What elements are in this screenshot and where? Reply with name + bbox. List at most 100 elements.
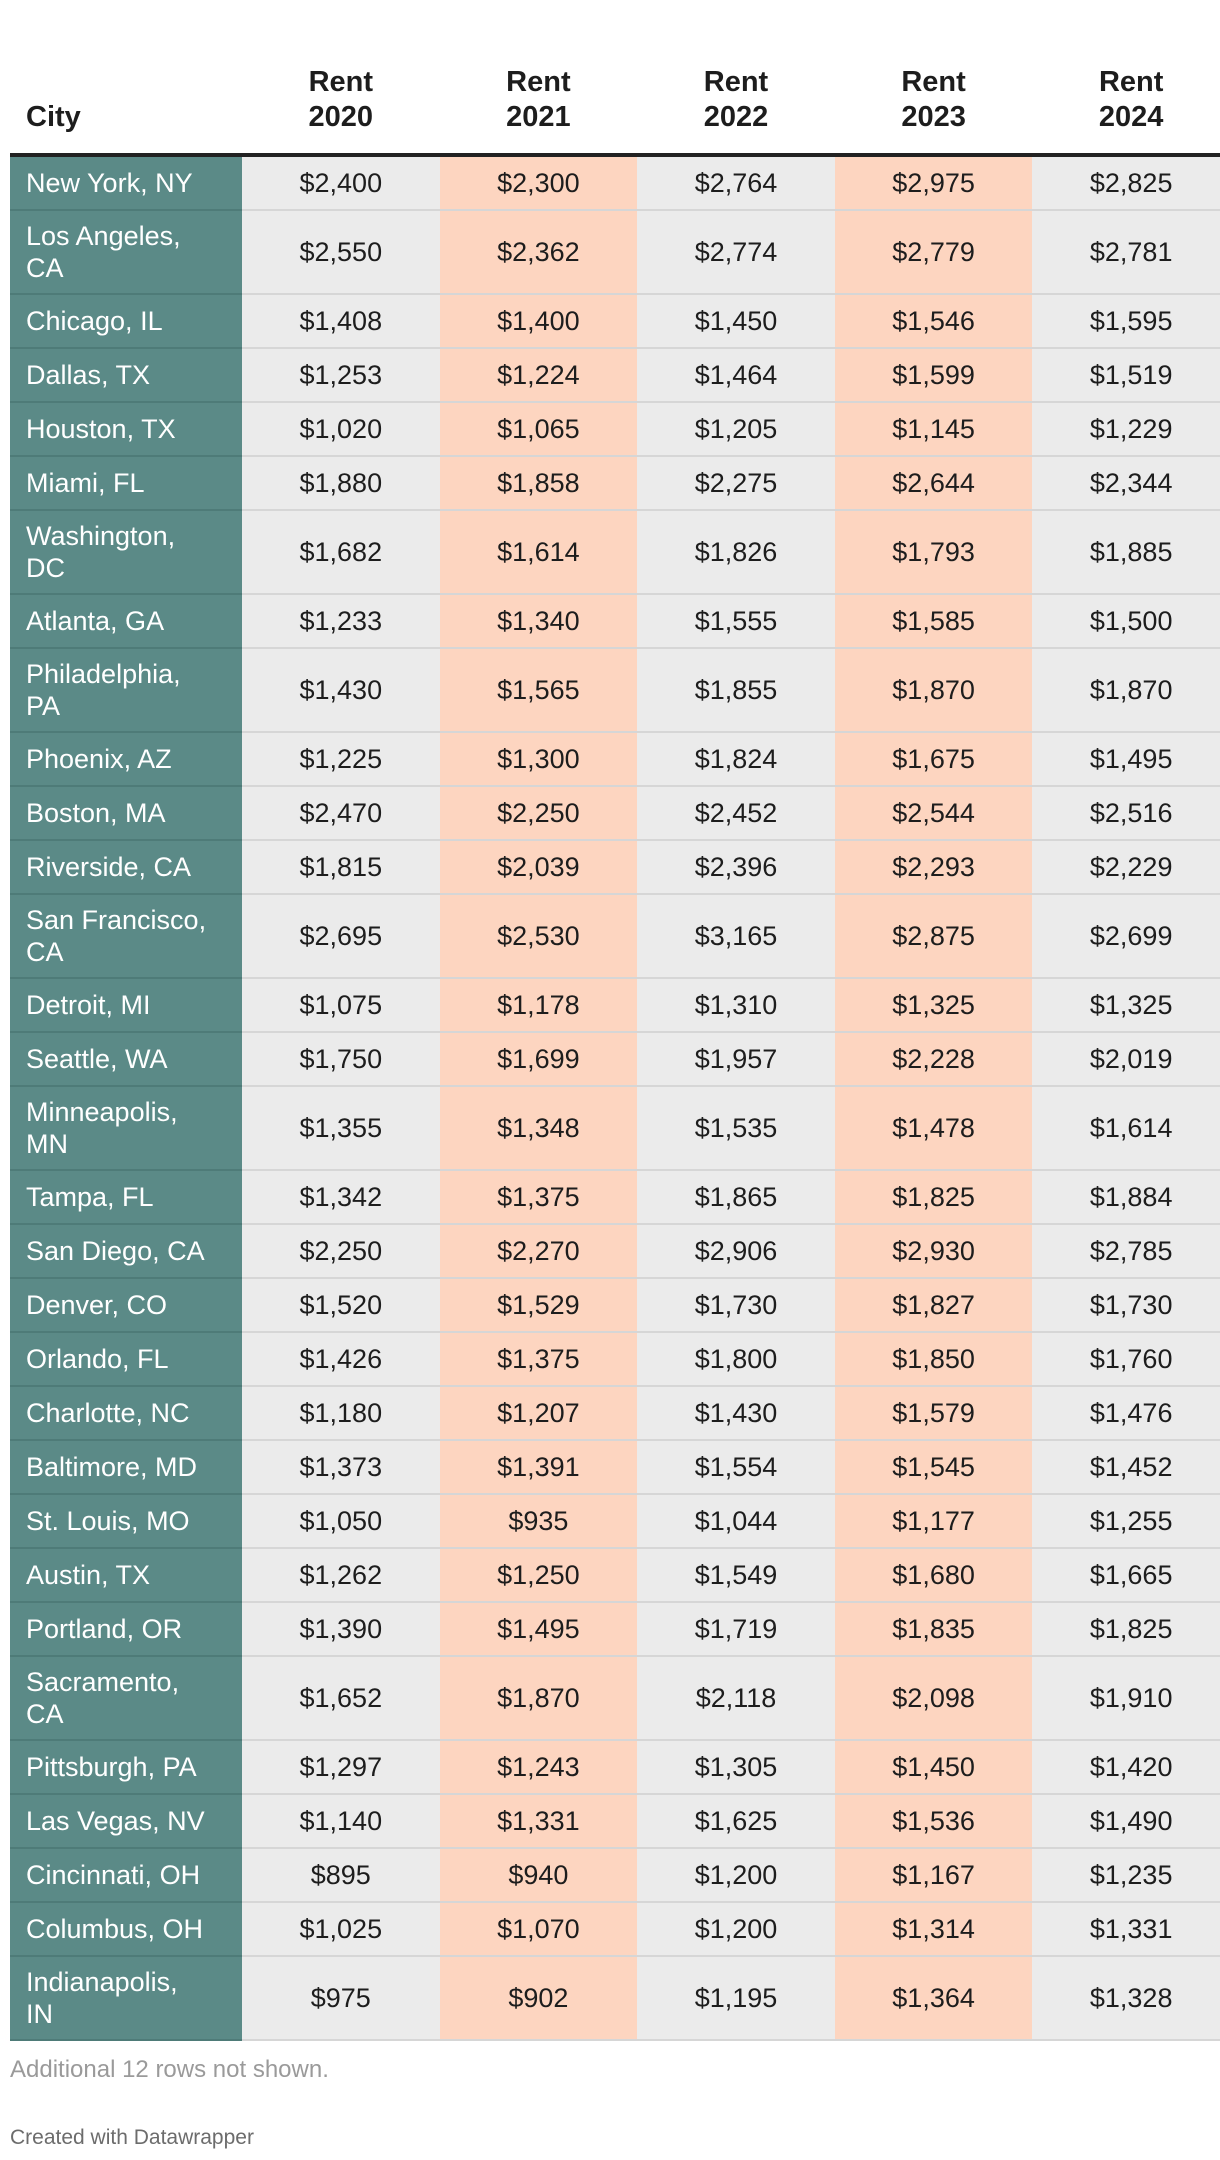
rent-value-cell: $2,544 — [834, 786, 1033, 841]
rent-value-cell: $2,470 — [242, 786, 440, 841]
rent-value-cell: $1,180 — [242, 1386, 440, 1441]
rent-table: City Rent 2020 Rent 2021 Rent 2022 Rent 2023 Rent… — [10, 0, 1220, 2041]
rent-value-cell: $1,426 — [242, 1332, 440, 1387]
table-row: Atlanta, GA $1,233 $1,340 $1,555 $1,585 $1,50… — [10, 594, 1220, 649]
rent-value-cell: $1,450 — [637, 294, 835, 349]
rent-value-cell: $1,200 — [637, 1902, 835, 1957]
rent-value-cell: $1,699 — [439, 1032, 638, 1087]
rent-value-cell: $1,476 — [1032, 1386, 1220, 1441]
rent-value-cell: $1,050 — [242, 1494, 440, 1549]
rent-value-cell: $2,699 — [1032, 894, 1220, 979]
rent-value-cell: $1,177 — [834, 1494, 1033, 1549]
rent-value-cell: $1,870 — [834, 648, 1033, 733]
rent-value-cell: $1,314 — [834, 1902, 1033, 1957]
rent-value-cell: $1,585 — [834, 594, 1033, 649]
rent-value-cell: $1,075 — [242, 978, 440, 1033]
rent-value-cell: $1,495 — [1032, 732, 1220, 787]
rent-value-cell: $1,815 — [242, 840, 440, 895]
rent-value-cell: $1,957 — [637, 1032, 835, 1087]
rent-value-cell: $1,195 — [637, 1956, 835, 2041]
rent-value-cell: $1,390 — [242, 1602, 440, 1657]
city-cell: Orlando, FL — [10, 1332, 242, 1387]
rent-value-cell: $2,396 — [637, 840, 835, 895]
rent-value-cell: $940 — [439, 1848, 638, 1903]
table-body: New York, NY $2,400 $2,300 $2,764 $2,975 $2,8… — [10, 155, 1220, 2041]
table-row: Miami, FL $1,880 $1,858 $2,275 $2,644 $2,344 — [10, 456, 1220, 511]
rent-value-cell: $1,070 — [439, 1902, 638, 1957]
city-cell: Indianapolis, IN — [10, 1956, 242, 2041]
rent-value-cell: $1,044 — [637, 1494, 835, 1549]
rent-value-cell: $2,250 — [242, 1224, 440, 1279]
rent-value-cell: $2,293 — [834, 840, 1033, 895]
rent-value-cell: $1,500 — [1032, 594, 1220, 649]
rent-value-cell: $1,430 — [242, 648, 440, 733]
city-cell: San Francisco, CA — [10, 894, 242, 979]
rent-value-cell: $1,825 — [834, 1170, 1033, 1225]
rent-value-cell: $1,850 — [834, 1332, 1033, 1387]
table-row: Sacramento, CA $1,652 $1,870 $2,118 $2,098 $1,… — [10, 1656, 1220, 1741]
rent-value-cell: $1,536 — [834, 1794, 1033, 1849]
rent-value-cell: $2,452 — [637, 786, 835, 841]
rent-value-cell: $1,297 — [242, 1740, 440, 1795]
rent-value-cell: $1,300 — [439, 732, 638, 787]
rent-value-cell: $1,793 — [834, 510, 1033, 595]
rent-value-cell: $1,167 — [834, 1848, 1033, 1903]
city-cell: Los Angeles, CA — [10, 210, 242, 295]
rent-value-cell: $902 — [439, 1956, 638, 2041]
rent-value-cell: $1,207 — [439, 1386, 638, 1441]
rent-value-cell: $1,826 — [637, 510, 835, 595]
rent-value-cell: $2,228 — [834, 1032, 1033, 1087]
column-header-year: Rent 2020 — [242, 0, 440, 157]
rent-value-cell: $1,520 — [242, 1278, 440, 1333]
rent-value-cell: $1,200 — [637, 1848, 835, 1903]
rent-value-cell: $1,250 — [439, 1548, 638, 1603]
rent-value-cell: $2,930 — [834, 1224, 1033, 1279]
rent-value-cell: $1,555 — [637, 594, 835, 649]
rent-value-cell: $1,178 — [439, 978, 638, 1033]
city-cell: Charlotte, NC — [10, 1386, 242, 1441]
rent-value-cell: $2,779 — [834, 210, 1033, 295]
rent-value-cell: $1,870 — [439, 1656, 638, 1741]
rent-value-cell: $2,516 — [1032, 786, 1220, 841]
rent-value-cell: $1,680 — [834, 1548, 1033, 1603]
header-row: City Rent 2020 Rent 2021 Rent 2022 Rent 2023 Rent… — [10, 0, 1220, 157]
city-cell: Las Vegas, NV — [10, 1794, 242, 1849]
city-cell: Washington, DC — [10, 510, 242, 595]
table-row: Phoenix, AZ $1,225 $1,300 $1,824 $1,675 $1,49… — [10, 732, 1220, 787]
rent-value-cell: $2,400 — [242, 155, 440, 211]
rent-value-cell: $1,490 — [1032, 1794, 1220, 1849]
rent-value-cell: $1,224 — [439, 348, 638, 403]
rent-value-cell: $1,225 — [242, 732, 440, 787]
table-row: Austin, TX $1,262 $1,250 $1,549 $1,680 $1,665 — [10, 1548, 1220, 1603]
city-cell: Columbus, OH — [10, 1902, 242, 1957]
rent-value-cell: $2,906 — [637, 1224, 835, 1279]
rent-value-cell: $2,975 — [834, 155, 1033, 211]
rent-value-cell: $1,858 — [439, 456, 638, 511]
rent-value-cell: $1,565 — [439, 648, 638, 733]
rent-value-cell: $1,243 — [439, 1740, 638, 1795]
table-row: San Francisco, CA $2,695 $2,530 $3,165 $2,875… — [10, 894, 1220, 979]
rent-value-cell: $2,362 — [439, 210, 638, 295]
rent-value-cell: $1,545 — [834, 1440, 1033, 1495]
rent-value-cell: $1,373 — [242, 1440, 440, 1495]
column-header-year: Rent 2021 — [439, 0, 638, 157]
rent-value-cell: $1,675 — [834, 732, 1033, 787]
table-row: Minneapolis, MN $1,355 $1,348 $1,535 $1,478 $1… — [10, 1086, 1220, 1171]
rent-value-cell: $1,348 — [439, 1086, 638, 1171]
rent-value-cell: $935 — [439, 1494, 638, 1549]
city-cell: Pittsburgh, PA — [10, 1740, 242, 1795]
rent-value-cell: $1,730 — [637, 1278, 835, 1333]
rent-value-cell: $1,614 — [1032, 1086, 1220, 1171]
rent-value-cell: $1,205 — [637, 402, 835, 457]
city-cell: Detroit, MI — [10, 978, 242, 1033]
city-cell: Portland, OR — [10, 1602, 242, 1657]
rent-value-cell: $1,529 — [439, 1278, 638, 1333]
rent-value-cell: $2,781 — [1032, 210, 1220, 295]
rent-value-cell: $895 — [242, 1848, 440, 1903]
rent-value-cell: $1,885 — [1032, 510, 1220, 595]
table-row: St. Louis, MO $1,050 $935 $1,044 $1,177 $1,25… — [10, 1494, 1220, 1549]
city-cell: Dallas, TX — [10, 348, 242, 403]
rent-value-cell: $1,865 — [637, 1170, 835, 1225]
rent-value-cell: $1,855 — [637, 648, 835, 733]
city-cell: New York, NY — [10, 155, 242, 211]
